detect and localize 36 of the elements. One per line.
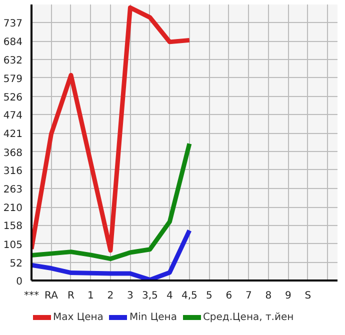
x-tick-label: RA [44,290,58,302]
y-tick-label: 0 [16,276,23,288]
x-tick-label: 1 [88,290,94,302]
x-tick-label: R [68,290,75,302]
x-tick-label: 2 [107,290,114,302]
legend-label: Сред.Цена, т.йен [202,312,294,322]
y-tick-label: 210 [3,203,23,214]
x-tick-label: 8 [265,290,272,302]
x-tick-label: 7 [245,290,252,302]
y-tick-label: 316 [3,166,23,177]
x-tick-label: *** [24,290,39,302]
line-series [32,228,192,280]
legend-label: Max Цена [53,312,104,322]
x-tick-label: 6 [226,290,232,302]
y-tick-label: 52 [10,258,23,270]
y-tick-label: 579 [3,74,23,85]
y-tick-label: 474 [3,110,23,122]
x-tick-label: 5 [206,290,212,302]
y-tick-label: 368 [3,148,23,159]
x-tick-label: 4 [166,290,173,302]
x-tick-label: 4,5 [181,290,198,302]
y-tick-label: 526 [3,92,23,104]
y-tick-label: 263 [3,184,23,196]
y-tick-label: 158 [3,221,23,232]
legend-label: Min Цена [129,312,177,322]
y-tick-label: 684 [3,37,23,48]
y-tick-label: 105 [3,240,23,251]
y-tick-label: 632 [3,55,23,66]
y-tick-label: 737 [3,18,23,30]
x-tick-label: 3 [127,290,134,302]
x-tick-label: S [304,290,312,302]
line-series [32,5,192,253]
y-tick-label: 421 [3,129,23,140]
x-tick-label: 9 [284,290,292,302]
x-tick-label: 3,5 [142,290,158,302]
line-series [32,141,192,262]
